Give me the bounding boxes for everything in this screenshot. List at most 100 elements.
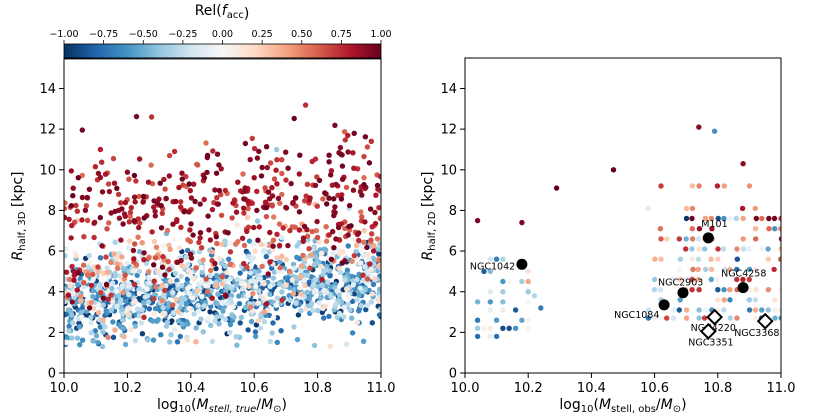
scatter-point [213,272,220,279]
scatter-point [128,205,134,211]
scatter-point [295,312,302,318]
scatter-point [233,241,239,247]
scatter-point [283,256,289,262]
scatter-point [338,151,344,158]
scatter-point [525,278,531,285]
scatter-point [241,196,247,202]
scatter-point [376,257,381,264]
scatter-point [159,210,165,216]
scatter-point [359,192,365,198]
scatter-point [364,276,371,282]
scatter-point [187,227,193,233]
scatter-point [279,157,285,163]
scatter-point [120,265,126,271]
scatter-point [753,287,759,293]
scatter-point [715,256,721,262]
scatter-point [283,149,289,155]
scatter-point [746,307,753,313]
scatter-point [291,115,297,122]
scatter-point [279,170,285,177]
scatter-point [274,231,280,237]
scatter-point [339,163,346,169]
scatter-point [372,220,379,227]
scatter-point [131,194,138,200]
scatter-point [145,299,152,305]
scatter-point [104,309,111,316]
scatter-point [702,246,708,252]
scatter-point [683,246,689,252]
scatter-point [319,276,325,283]
scatter-point [74,335,81,341]
scatter-point [112,239,118,245]
scatter-point [714,276,720,283]
scatter-point [114,185,120,191]
scatter-point [125,311,132,317]
scatter-point [752,205,758,212]
scatter-point [159,264,166,270]
scatter-point [100,295,107,301]
scatter-point [79,127,86,133]
observed-galaxy-marker [699,322,717,340]
scatter-point [279,253,285,259]
scatter-point [156,196,162,202]
scatter-point [734,246,740,252]
scatter-point [193,339,199,345]
scatter-point [120,325,127,331]
right-xlabel: log10(Mstell, obs/M⊙) [559,397,686,415]
scatter-point [291,324,297,330]
scatter-point [198,279,204,285]
scatter-point [109,285,115,292]
scatter-point [318,263,324,269]
scatter-point [248,304,254,310]
scatter-point [141,300,147,306]
scatter-point [290,290,297,297]
scatter-point [160,242,167,248]
scatter-point [270,320,276,326]
scatter-point [308,300,315,307]
scatter-point [261,318,268,325]
scatter-point [91,234,97,241]
scatter-point [270,275,277,281]
scatter-point [92,328,99,334]
scatter-point [277,265,283,271]
scatter-point [297,247,303,253]
scatter-point [159,298,165,304]
scatter-point [302,102,309,108]
scatter-point [304,233,311,239]
scatter-point [356,237,362,244]
scatter-point [70,193,76,199]
scatter-point [474,317,481,323]
scatter-point [274,315,281,321]
scatter-point [102,324,108,330]
scatter-point [670,276,676,283]
scatter-point [80,262,87,268]
scatter-point [689,256,695,262]
scatter-point [302,306,309,312]
scatter-point [136,224,142,231]
scatter-point [108,259,114,266]
y-tick-label: 10 [39,163,56,178]
scatter-point [244,264,250,270]
observed-galaxy-marker [677,287,689,299]
scatter-point [262,291,268,298]
scatter-point [158,225,165,231]
scatter-point [369,320,375,326]
scatter-point [301,277,307,283]
scatter-point [344,286,350,292]
scatter-point [195,308,202,315]
scatter-point [241,260,247,267]
scatter-point [121,333,127,340]
scatter-point [695,236,702,242]
scatter-point [95,170,102,177]
scatter-point [251,175,257,181]
scatter-point [283,205,290,211]
scatter-point [178,199,184,205]
scatter-point [746,246,752,252]
scatter-point [296,171,302,177]
scatter-point [70,320,76,326]
scatter-point [197,235,203,241]
x-tick-label: 10.6 [640,381,669,396]
scatter-point [224,300,231,307]
scatter-point [146,274,152,281]
scatter-point [361,181,367,188]
